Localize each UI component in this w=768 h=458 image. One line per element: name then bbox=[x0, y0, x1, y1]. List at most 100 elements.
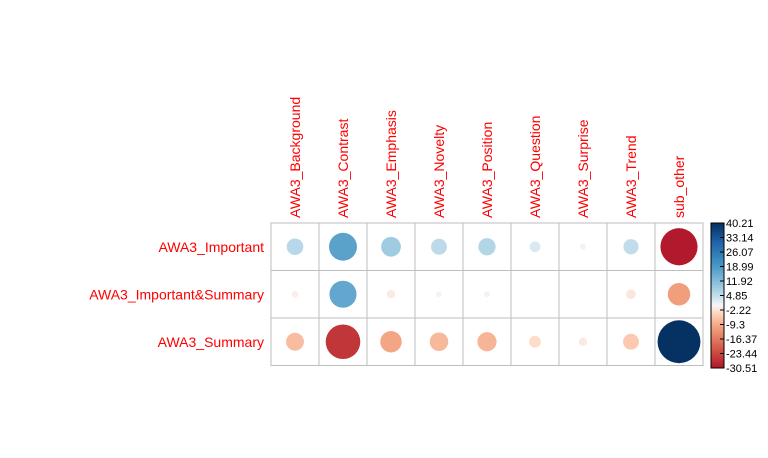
colorbar-segment bbox=[711, 302, 724, 306]
colorbar-segment bbox=[711, 307, 724, 311]
value-circle bbox=[657, 320, 701, 364]
colorbar-segment bbox=[711, 297, 724, 301]
colorbar-tick-label: 26.07 bbox=[726, 247, 754, 259]
colorbar-segment bbox=[711, 322, 724, 325]
value-circle bbox=[623, 333, 639, 350]
row-label: AWA3_Important&Summary bbox=[89, 286, 264, 302]
value-circle bbox=[325, 324, 361, 360]
colorbar-segment bbox=[711, 295, 724, 299]
colorbar-segment bbox=[711, 273, 724, 277]
value-circle bbox=[291, 290, 299, 298]
colorbar-segment bbox=[711, 285, 724, 289]
colorbar-tick-label: 33.14 bbox=[726, 233, 754, 245]
colorbar-segment bbox=[711, 314, 724, 318]
colorbar-segment bbox=[711, 360, 724, 364]
colorbar-segment bbox=[711, 264, 724, 267]
value-circle bbox=[529, 241, 541, 253]
colorbar-segment bbox=[711, 239, 724, 243]
value-circle bbox=[626, 289, 636, 300]
colorbar-segment bbox=[711, 230, 724, 234]
value-circle bbox=[478, 238, 496, 256]
colorbar-segment bbox=[711, 339, 724, 342]
value-circle bbox=[667, 283, 691, 306]
value-circle bbox=[286, 238, 304, 256]
colorbar-tick-label: -16.37 bbox=[726, 334, 757, 346]
colorbar-segment bbox=[711, 355, 724, 359]
value-circle bbox=[579, 243, 587, 250]
colorbar-segment bbox=[711, 261, 724, 265]
colorbar-segment bbox=[711, 324, 724, 328]
colorbar-segment bbox=[711, 288, 724, 292]
colorbar-segment bbox=[711, 237, 724, 241]
colorbar-segment bbox=[711, 276, 724, 280]
colorbar-segment bbox=[711, 317, 724, 321]
colorbar-tick-label: -30.51 bbox=[726, 363, 757, 375]
colorbar-segment bbox=[711, 312, 724, 316]
value-circle bbox=[431, 238, 447, 255]
value-circle bbox=[436, 291, 442, 298]
colorbar-tick-label: 40.21 bbox=[726, 218, 754, 230]
colorbar-segment bbox=[711, 283, 724, 287]
grid-cell bbox=[510, 317, 560, 366]
colorbar-segment bbox=[711, 256, 724, 260]
colorbar-segment bbox=[711, 336, 724, 340]
colorbar-tick-label: -2.22 bbox=[726, 305, 751, 317]
column-label: sub_other bbox=[671, 155, 687, 218]
column-label: AWA3_Surprise bbox=[575, 119, 591, 218]
colorbar-segment bbox=[711, 351, 724, 354]
colorbar-segment bbox=[711, 266, 724, 270]
colorbar-segment bbox=[711, 232, 724, 236]
grid-cell bbox=[558, 270, 608, 319]
value-circle bbox=[329, 232, 357, 261]
colorbar-segment bbox=[711, 346, 724, 350]
colorbar-segment bbox=[711, 365, 724, 369]
colorbar-segment bbox=[711, 227, 724, 231]
colorbar-segment bbox=[711, 353, 724, 357]
grid-cell bbox=[510, 270, 560, 319]
colorbar-segment bbox=[711, 331, 724, 335]
value-circle bbox=[386, 290, 396, 299]
column-label: AWA3_Trend bbox=[623, 136, 639, 218]
colorbar-segment bbox=[711, 242, 724, 246]
colorbar-segment bbox=[711, 235, 724, 238]
value-circle bbox=[429, 332, 449, 352]
colorbar-segment bbox=[711, 290, 724, 294]
colorbar-segment bbox=[711, 247, 724, 251]
colorbar-segment bbox=[711, 300, 724, 304]
value-circle bbox=[286, 332, 304, 351]
value-circle bbox=[578, 337, 588, 346]
column-label: AWA3_Position bbox=[479, 122, 495, 218]
colorbar-segment bbox=[711, 252, 724, 255]
colorbar-segment bbox=[711, 254, 724, 258]
colorbar-segment bbox=[711, 348, 724, 352]
colorbar-segment bbox=[711, 319, 724, 323]
colorbar-segment bbox=[711, 334, 724, 338]
value-circle bbox=[483, 291, 491, 298]
value-circle bbox=[623, 239, 639, 255]
grid-cell bbox=[606, 222, 656, 271]
colorbar-segment bbox=[711, 223, 724, 226]
colorbar-segment bbox=[711, 343, 724, 347]
colorbar-segment bbox=[711, 249, 724, 253]
colorbar-segment bbox=[711, 329, 724, 333]
column-label: AWA3_Novelty bbox=[431, 125, 447, 218]
colorbar-segment bbox=[711, 310, 724, 313]
colorbar-segment bbox=[711, 358, 724, 362]
colorbar-tick-label: -9.3 bbox=[726, 320, 745, 332]
colorbar-segment bbox=[711, 363, 724, 367]
colorbar-segment bbox=[711, 278, 724, 282]
row-label: AWA3_Important bbox=[158, 239, 264, 255]
colorbar-segment bbox=[711, 259, 724, 263]
grid-cell bbox=[462, 270, 512, 319]
value-circle bbox=[329, 280, 357, 308]
column-label: AWA3_Background bbox=[287, 97, 303, 218]
column-label: AWA3_Emphasis bbox=[383, 110, 399, 218]
colorbar-tick-label: 11.92 bbox=[726, 276, 753, 288]
column-label: AWA3_Question bbox=[527, 116, 543, 218]
colorbar-segment bbox=[711, 326, 724, 330]
colorbar-segment bbox=[711, 305, 724, 309]
column-label: AWA3_Contrast bbox=[335, 119, 351, 218]
colorbar-tick-label: 18.99 bbox=[726, 262, 754, 274]
colorbar-tick-label: 4.85 bbox=[726, 291, 747, 303]
value-circle bbox=[380, 331, 402, 353]
